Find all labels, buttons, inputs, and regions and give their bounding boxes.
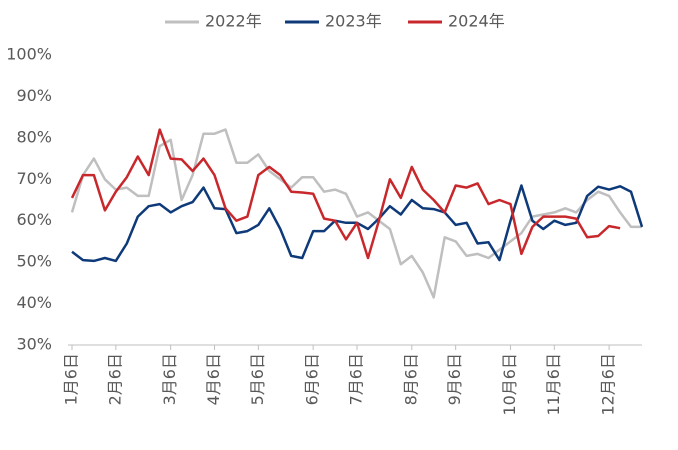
x-tick-label: 11月6日: [544, 353, 563, 416]
x-tick-label: 3月6日: [160, 353, 179, 405]
y-tick-label: 80%: [16, 127, 52, 146]
x-tick-label: 6月6日: [303, 353, 322, 405]
x-tick-label: 7月6日: [347, 353, 366, 405]
x-tick-label: 4月6日: [204, 353, 223, 405]
y-tick-label: 50%: [16, 252, 52, 271]
x-tick-label: 5月6日: [248, 353, 267, 405]
x-tick-label: 9月6日: [445, 353, 464, 405]
x-tick-label: 12月6日: [599, 353, 618, 416]
y-tick-label: 30%: [16, 335, 52, 354]
series-line: [70, 128, 642, 299]
legend-label: 2023年: [325, 12, 382, 31]
x-tick-label: 10月6日: [500, 353, 519, 416]
y-tick-label: 60%: [16, 210, 52, 229]
legend-label: 2022年: [205, 12, 262, 31]
x-tick-label: 1月6日: [62, 353, 81, 405]
x-tick-label: 8月6日: [401, 353, 420, 405]
y-tick-label: 70%: [16, 169, 52, 188]
y-tick-label: 90%: [16, 86, 52, 105]
legend-label: 2024年: [448, 12, 505, 31]
y-tick-label: 40%: [16, 293, 52, 312]
y-tick-label: 100%: [6, 45, 52, 64]
series-line: [70, 128, 621, 260]
x-tick-label: 2月6日: [105, 353, 124, 405]
